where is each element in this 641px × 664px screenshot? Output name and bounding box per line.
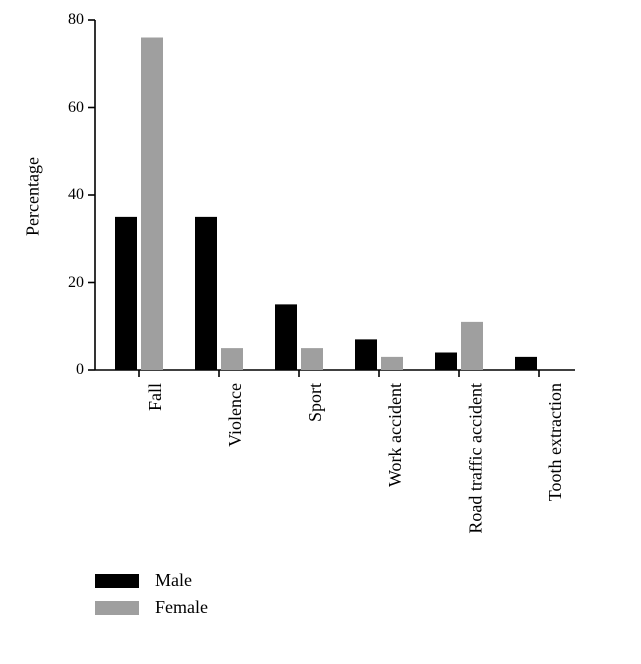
x-tick-label: Fall bbox=[145, 383, 166, 411]
x-tick-label: Violence bbox=[225, 383, 246, 447]
chart-legend: Male Female bbox=[95, 570, 208, 624]
y-tick-label: 0 bbox=[76, 361, 84, 379]
x-tick-label: Work accident bbox=[385, 383, 406, 487]
bar bbox=[515, 357, 537, 370]
y-tick-label: 60 bbox=[68, 99, 84, 117]
bar bbox=[381, 357, 403, 370]
legend-item: Male bbox=[95, 570, 208, 591]
bar bbox=[435, 353, 457, 371]
x-tick-label: Tooth extraction bbox=[545, 383, 566, 501]
bar bbox=[461, 322, 483, 370]
x-tick-label: Sport bbox=[305, 383, 326, 422]
legend-swatch bbox=[95, 574, 139, 588]
y-tick-label: 40 bbox=[68, 186, 84, 204]
legend-label: Female bbox=[155, 597, 208, 618]
bar bbox=[141, 38, 163, 371]
legend-swatch bbox=[95, 601, 139, 615]
bar bbox=[355, 339, 377, 370]
y-axis-label: Percentage bbox=[23, 137, 44, 257]
bar bbox=[221, 348, 243, 370]
legend-item: Female bbox=[95, 597, 208, 618]
y-tick-label: 80 bbox=[68, 11, 84, 29]
x-tick-label: Road traffic accident bbox=[465, 383, 486, 534]
grouped-bar-chart: Percentage Fall Violence Sport Work acciden… bbox=[0, 0, 641, 664]
chart-svg bbox=[0, 0, 641, 664]
y-tick-label: 20 bbox=[68, 274, 84, 292]
bar bbox=[115, 217, 137, 370]
bar bbox=[275, 304, 297, 370]
bar bbox=[301, 348, 323, 370]
bar bbox=[195, 217, 217, 370]
legend-label: Male bbox=[155, 570, 192, 591]
